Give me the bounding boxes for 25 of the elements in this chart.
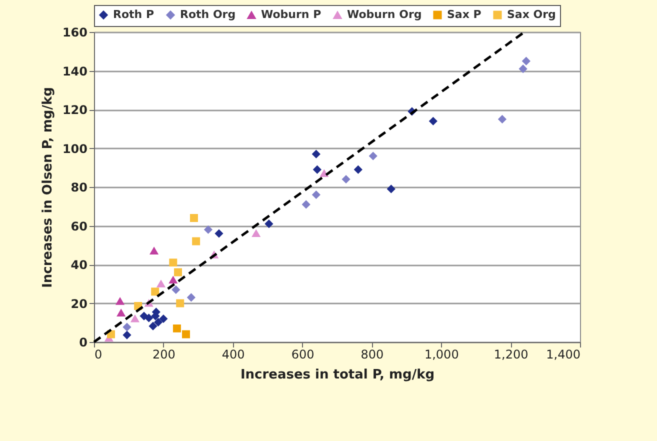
y-tick-label: 100: [62, 142, 88, 156]
y-tick-label: 120: [62, 103, 88, 117]
x-tick-label: 1,000: [424, 348, 459, 362]
y-tick-label: 80: [70, 180, 88, 194]
y-tick-label: 60: [70, 219, 88, 234]
y-tick-label: 20: [70, 296, 88, 311]
y-tick-label: 0: [79, 336, 88, 350]
x-tick-label: 0: [94, 348, 102, 362]
y-tick-label: 160: [62, 26, 88, 40]
y-tick-label: 140: [62, 64, 88, 78]
legend-label: Roth Org: [180, 8, 236, 21]
x-tick-label: 1,400: [546, 348, 580, 362]
legend-label: Woburn P: [261, 8, 322, 22]
x-tick-label: 800: [360, 348, 384, 362]
legend-label: Roth P: [113, 8, 154, 21]
legend-label: Sax Org: [507, 8, 556, 21]
y-axis-title: Increases in Olsen P, mg/kg: [40, 87, 56, 288]
x-tick-label: 400: [222, 348, 245, 362]
legend-label: Sax P: [447, 8, 482, 21]
x-tick-label: 200: [152, 348, 176, 362]
x-tick-label: 1,200: [494, 348, 528, 362]
x-tick-label: 600: [291, 348, 314, 362]
y-tick-label: 40: [70, 258, 88, 272]
x-axis-title: Increases in total P, mg/kg: [240, 368, 435, 382]
legend-label: Woburn Org: [347, 8, 422, 22]
